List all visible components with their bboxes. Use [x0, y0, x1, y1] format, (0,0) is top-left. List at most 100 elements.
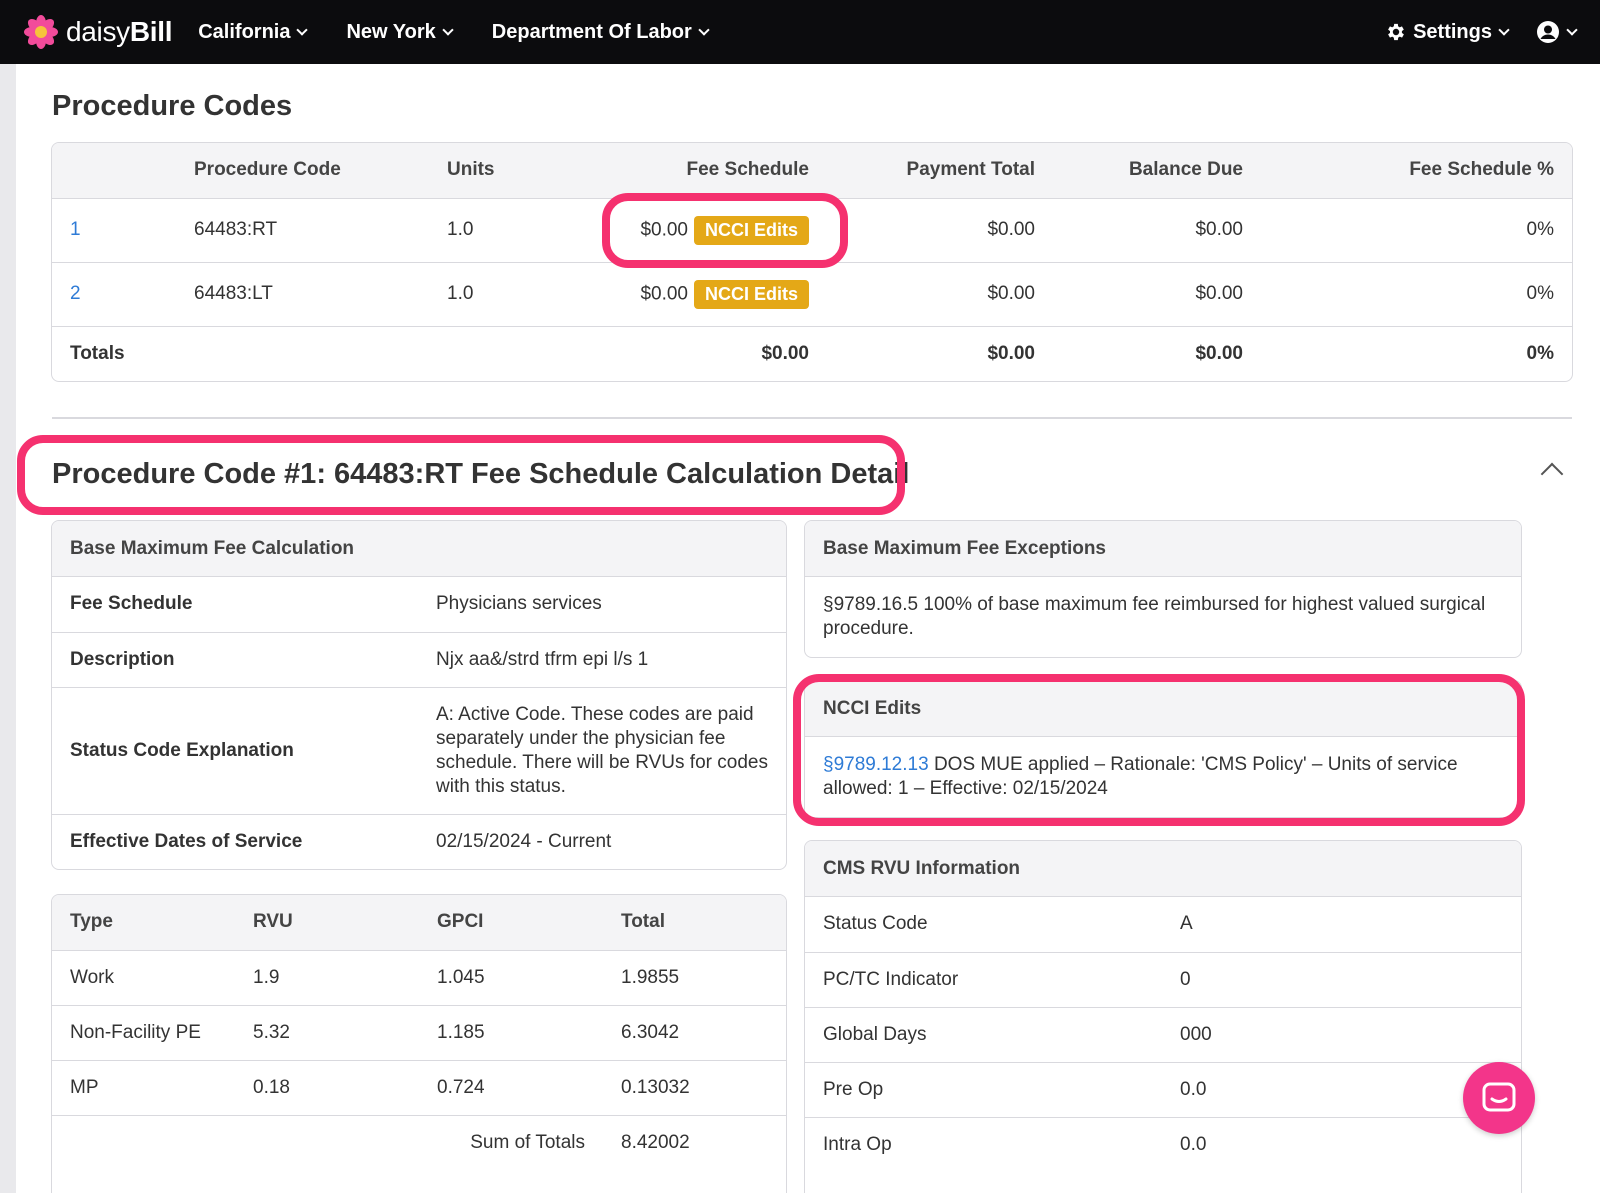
base-fee-calculation-card: Base Maximum Fee Calculation Fee Schedul… — [51, 520, 787, 870]
col-rvu: RVU — [235, 895, 419, 951]
cell: Work — [52, 950, 235, 1006]
ncci-edits-badge[interactable]: NCCI Edits — [693, 279, 809, 309]
ncci-edits-badge[interactable]: NCCI Edits — [693, 215, 809, 245]
fee-schedule-pct: 0% — [1261, 262, 1572, 327]
sum-row: Sum of Totals 8.42002 — [52, 1115, 786, 1170]
kv-row: Description Njx aa&/strd tfrm epi l/s 1 — [52, 632, 786, 688]
procedure-codes-table: Procedure Code Units Fee Schedule Paymen… — [51, 142, 1573, 382]
col-fee-schedule: Fee Schedule — [579, 143, 827, 199]
kv-value: Njx aa&/strd tfrm epi l/s 1 — [418, 632, 786, 688]
empty-cell — [429, 326, 579, 381]
rvu-table: Type RVU GPCI Total Work 1.9 1.045 1.9855 N… — [51, 894, 787, 1193]
kv-key: Effective Dates of Service — [70, 830, 303, 852]
table-header-row: Procedure Code Units Fee Schedule Paymen… — [52, 143, 1572, 199]
kv-row: Status Code Explanation A: Active Code. T… — [52, 687, 786, 815]
balance-due: $0.00 — [1053, 262, 1261, 327]
kv-key: Global Days — [805, 1007, 1162, 1063]
kv-row: Status Code A — [805, 897, 1521, 953]
cell: 0.724 — [419, 1060, 603, 1116]
balance-due: $0.00 — [1053, 198, 1261, 263]
row-number-link[interactable]: 1 — [52, 198, 176, 263]
table-row: 1 64483:RT 1.0 $0.00 NCCI Edits $0.00 $0.… — [52, 198, 1572, 263]
card-heading: CMS RVU Information — [805, 841, 1521, 897]
totals-pct: 0% — [1526, 342, 1554, 364]
user-menu[interactable] — [1536, 20, 1578, 44]
chevron-down-icon — [296, 23, 309, 36]
table-row: Work 1.9 1.045 1.9855 — [52, 950, 786, 1006]
brand-name: daisyBill — [66, 16, 173, 47]
kv-value: 0 — [1162, 952, 1521, 1008]
kv-key: Status Code — [805, 897, 1162, 953]
ncci-description: DOS MUE applied – Rationale: 'CMS Policy… — [823, 754, 1458, 799]
chat-icon — [1482, 1082, 1516, 1112]
kv-key: Status Code Explanation — [52, 687, 418, 815]
fee-value: $0.00 — [640, 283, 688, 305]
kv-key: Fee Schedule — [52, 577, 418, 633]
chevron-down-icon — [442, 23, 454, 36]
cell: MP — [52, 1060, 235, 1116]
totals-row: Totals $0.00 $0.00 $0.00 0% — [52, 326, 1572, 381]
cell: 1.045 — [419, 950, 603, 1006]
totals-balance: $0.00 — [1195, 342, 1243, 364]
top-nav: daisyBill California New York Department… — [0, 0, 1600, 64]
kv-row: Pre Op 0.0 — [805, 1062, 1521, 1118]
kv-key: Pre Op — [805, 1062, 1162, 1118]
kv-value: 000 — [1162, 1007, 1521, 1063]
table-row: Non-Facility PE 5.32 1.185 6.3042 — [52, 1005, 786, 1061]
kv-key: PC/TC Indicator — [805, 952, 1162, 1008]
chevron-down-icon — [698, 23, 710, 36]
kv-value: A: Active Code. These codes are paid sep… — [418, 687, 786, 815]
chevron-down-icon — [1566, 23, 1578, 36]
totals-fee: $0.00 — [761, 342, 809, 364]
cell: 5.32 — [235, 1005, 419, 1061]
nav-label: California — [198, 20, 291, 43]
empty-cell — [52, 1115, 235, 1170]
col-payment-total: Payment Total — [827, 143, 1053, 199]
nav-label: Department Of Labor — [491, 20, 692, 43]
fee-value: $0.00 — [640, 219, 688, 241]
fee-schedule-cell: $0.00 NCCI Edits — [579, 198, 827, 263]
col-balance-due: Balance Due — [1053, 143, 1261, 199]
empty-cell — [235, 1115, 419, 1170]
nav-new-york[interactable]: New York — [346, 21, 454, 44]
kv-key: Intra Op — [823, 1133, 892, 1155]
daisy-logo-icon — [24, 15, 58, 49]
cell: 0.18 — [235, 1060, 419, 1116]
fee-exceptions-card: Base Maximum Fee Exceptions §9789.16.5 1… — [804, 520, 1522, 658]
table-header-row: Type RVU GPCI Total — [52, 895, 786, 951]
table-row: MP 0.18 0.724 0.13032 — [52, 1060, 786, 1116]
fee-schedule-pct: 0% — [1261, 198, 1572, 263]
nav-california[interactable]: California — [198, 20, 309, 44]
chevron-up-icon[interactable] — [1540, 462, 1564, 486]
cell: 1.9855 — [603, 950, 786, 1006]
settings-label: Settings — [1413, 20, 1492, 43]
cell: 1.185 — [419, 1005, 603, 1061]
table-row: 2 64483:LT 1.0 $0.00 NCCI Edits $0.00 $0.… — [52, 262, 1572, 327]
fee-schedule-cell: $0.00 NCCI Edits — [579, 262, 827, 327]
col-number — [52, 143, 176, 199]
empty-cell — [176, 326, 429, 381]
kv-row: Global Days 000 — [805, 1007, 1521, 1063]
col-units: Units — [429, 143, 579, 199]
col-total: Total — [603, 895, 786, 951]
cms-rvu-information-card: CMS RVU Information Status Code A PC/TC I… — [804, 840, 1522, 1193]
user-circle-icon — [1537, 21, 1559, 43]
procedure-code: 64483:LT — [176, 262, 429, 327]
brand-logo[interactable]: daisyBill — [24, 15, 173, 49]
payment-total: $0.00 — [827, 198, 1053, 263]
settings-menu[interactable]: Settings — [1385, 20, 1510, 44]
units: 1.0 — [429, 198, 579, 263]
kv-value: A — [1162, 897, 1521, 953]
card-heading: NCCI Edits — [805, 681, 1521, 737]
chat-launcher-button[interactable] — [1463, 1062, 1535, 1134]
chevron-down-icon — [1498, 23, 1510, 36]
cell: 0.13032 — [603, 1060, 786, 1116]
ncci-edits-card: NCCI Edits §9789.12.13 DOS MUE applied –… — [804, 680, 1522, 818]
card-heading: Base Maximum Fee Calculation — [52, 521, 786, 577]
cell: 1.9 — [235, 950, 419, 1006]
kv-value: Physicians services — [418, 577, 786, 633]
regulation-link[interactable]: §9789.12.13 — [823, 754, 929, 775]
row-number-link[interactable]: 2 — [52, 262, 176, 327]
nav-department-of-labor[interactable]: Department Of Labor — [491, 20, 710, 44]
page-title: Procedure Codes — [52, 90, 293, 122]
